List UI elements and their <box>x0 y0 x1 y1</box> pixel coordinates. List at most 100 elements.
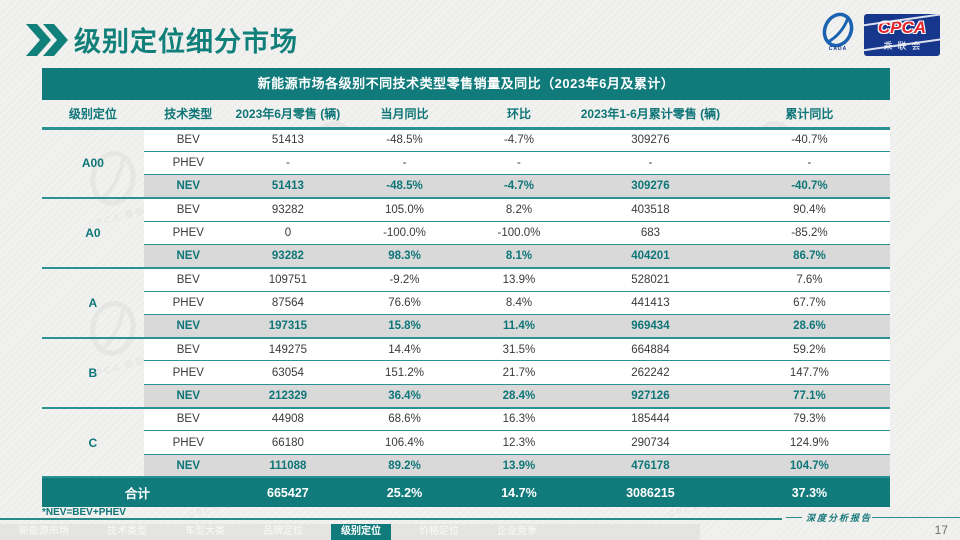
level-cell: A0 <box>42 197 144 269</box>
data-cell: -4.7% <box>465 128 572 152</box>
total-label: 合计 <box>42 477 233 508</box>
level-cell: A <box>42 267 144 339</box>
data-cell: 79.3% <box>728 407 890 432</box>
data-cell: -100.0% <box>465 221 572 245</box>
data-cell: 93282 <box>232 197 344 222</box>
nav-item-inactive[interactable]: 企业竞争 <box>497 526 537 537</box>
table-header-row: 级别定位 技术类型 2023年6月零售 (辆) 当月同比 环比 2023年1-6月累计零售… <box>42 100 890 130</box>
data-cell: -40.7% <box>728 128 890 152</box>
page-number: 17 <box>934 523 948 537</box>
data-cell: 403518 <box>571 197 729 222</box>
data-cell: 151.2% <box>343 360 466 385</box>
data-cell: 86.7% <box>728 244 890 269</box>
data-table: 级别定位 技术类型 2023年6月零售 (辆) 当月同比 环比 2023年1-6月累计零售… <box>42 100 890 508</box>
data-cell: 14.4% <box>343 337 466 362</box>
data-cell: 262242 <box>571 360 729 385</box>
table-row: A0 BEV 93282 105.0% 8.2% 403518 90.4% <box>42 197 890 269</box>
column-header: 2023年6月零售 (辆) <box>232 100 344 130</box>
data-cell: 98.3% <box>343 244 466 269</box>
data-cell: 31.5% <box>465 337 572 362</box>
cpca-badge: CPCA 乘联会 <box>864 14 940 56</box>
data-cell: 8.4% <box>465 291 572 315</box>
data-cell: 87564 <box>232 291 344 315</box>
data-cell: 7.6% <box>728 267 890 292</box>
total-cell: 3086215 <box>571 477 729 508</box>
data-cell: 13.9% <box>465 267 572 292</box>
data-cell: 12.3% <box>465 430 572 455</box>
data-cell: 124.9% <box>728 430 890 455</box>
column-header: 当月同比 <box>343 100 466 130</box>
data-cell: 104.7% <box>728 454 890 479</box>
nav-item-inactive[interactable]: 新能源市场 <box>19 526 69 537</box>
data-cell: -100.0% <box>343 221 466 245</box>
data-cell: 90.4% <box>728 197 890 222</box>
data-cell: 51413 <box>232 174 344 199</box>
cpca-label: CPCA <box>877 17 927 37</box>
data-cell: BEV <box>143 128 233 152</box>
data-cell: 15.8% <box>343 314 466 339</box>
data-cell: 21.7% <box>465 360 572 385</box>
data-cell: 51413 <box>232 128 344 152</box>
data-cell: 111088 <box>232 454 344 479</box>
page-header: 级别定位细分市场 <box>26 20 298 59</box>
table-row: NEV 111088 89.2% 13.9% 476178 104.7% <box>42 454 890 479</box>
data-cell: BEV <box>143 337 233 362</box>
cpca-logo: CADA CPCA 乘联会 <box>815 12 940 58</box>
data-cell: 13.9% <box>465 454 572 479</box>
footnote: *NEV=BEV+PHEV <box>42 507 126 518</box>
data-cell: PHEV <box>143 221 233 245</box>
data-cell: 44908 <box>232 407 344 432</box>
table-row: PHEV 66180 106.4% 12.3% 290734 124.9% <box>42 430 890 455</box>
table-title: 新能源市场各级别不同技术类型零售销量及同比（2023年6月及累计） <box>42 68 890 100</box>
report-label: 深度分析报告 <box>806 513 873 523</box>
data-cell: 67.7% <box>728 291 890 315</box>
data-cell: NEV <box>143 314 233 339</box>
nav-item-inactive[interactable]: 技术类型 <box>107 526 147 537</box>
nav-item-inactive[interactable]: 车型大类 <box>185 526 225 537</box>
data-cell: PHEV <box>143 151 233 176</box>
report-label-group: 深度分析报告 <box>782 511 960 524</box>
data-cell: BEV <box>143 407 233 432</box>
data-cell: -40.7% <box>728 174 890 199</box>
data-cell: -4.7% <box>465 174 572 199</box>
data-cell: 147.7% <box>728 360 890 385</box>
data-cell: 77.1% <box>728 384 890 409</box>
data-cell: 68.6% <box>343 407 466 432</box>
data-cell: 149275 <box>232 337 344 362</box>
data-cell: 927126 <box>571 384 729 409</box>
data-cell: BEV <box>143 197 233 222</box>
table-row: C BEV 44908 68.6% 16.3% 185444 79.3% <box>42 407 890 479</box>
data-cell: - <box>728 151 890 176</box>
data-cell: 8.1% <box>465 244 572 269</box>
data-cell: 290734 <box>571 430 729 455</box>
nav-item-inactive[interactable]: 价格定位 <box>419 526 459 537</box>
double-chevron-icon <box>26 23 68 56</box>
nav-item-active[interactable]: 级别定位 <box>331 524 391 540</box>
footer-rule <box>0 518 782 520</box>
table-row: NEV 197315 15.8% 11.4% 969434 28.6% <box>42 314 890 339</box>
org-label: 乘联会 <box>883 40 926 51</box>
page-title: 级别定位细分市场 <box>74 27 298 57</box>
table-row: A BEV 109751 -9.2% 13.9% 528021 7.6% <box>42 267 890 339</box>
column-header: 累计同比 <box>728 100 890 130</box>
data-cell: 106.4% <box>343 430 466 455</box>
data-cell: 185444 <box>571 407 729 432</box>
data-cell: -48.5% <box>343 174 466 199</box>
data-cell: PHEV <box>143 291 233 315</box>
level-cell: C <box>42 407 144 479</box>
nav-item-inactive[interactable]: 品牌定位 <box>263 526 303 537</box>
data-cell: 28.6% <box>728 314 890 339</box>
data-cell: 59.2% <box>728 337 890 362</box>
table-row: PHEV - - - - - <box>42 151 890 176</box>
total-cell: 25.2% <box>343 477 466 508</box>
data-cell: 476178 <box>571 454 729 479</box>
data-cell: 197315 <box>232 314 344 339</box>
table-row: A00 BEV 51413 -48.5% -4.7% 309276 -40.7% <box>42 128 890 199</box>
total-cell: 14.7% <box>465 477 572 508</box>
data-cell: 89.2% <box>343 454 466 479</box>
column-header: 2023年1-6月累计零售 (辆) <box>571 100 729 130</box>
bottom-nav: 新能源市场 技术类型 车型大类 品牌定位 级别定位 价格定位 企业竞争 <box>0 524 700 540</box>
data-cell: NEV <box>143 244 233 269</box>
data-cell: BEV <box>143 267 233 292</box>
